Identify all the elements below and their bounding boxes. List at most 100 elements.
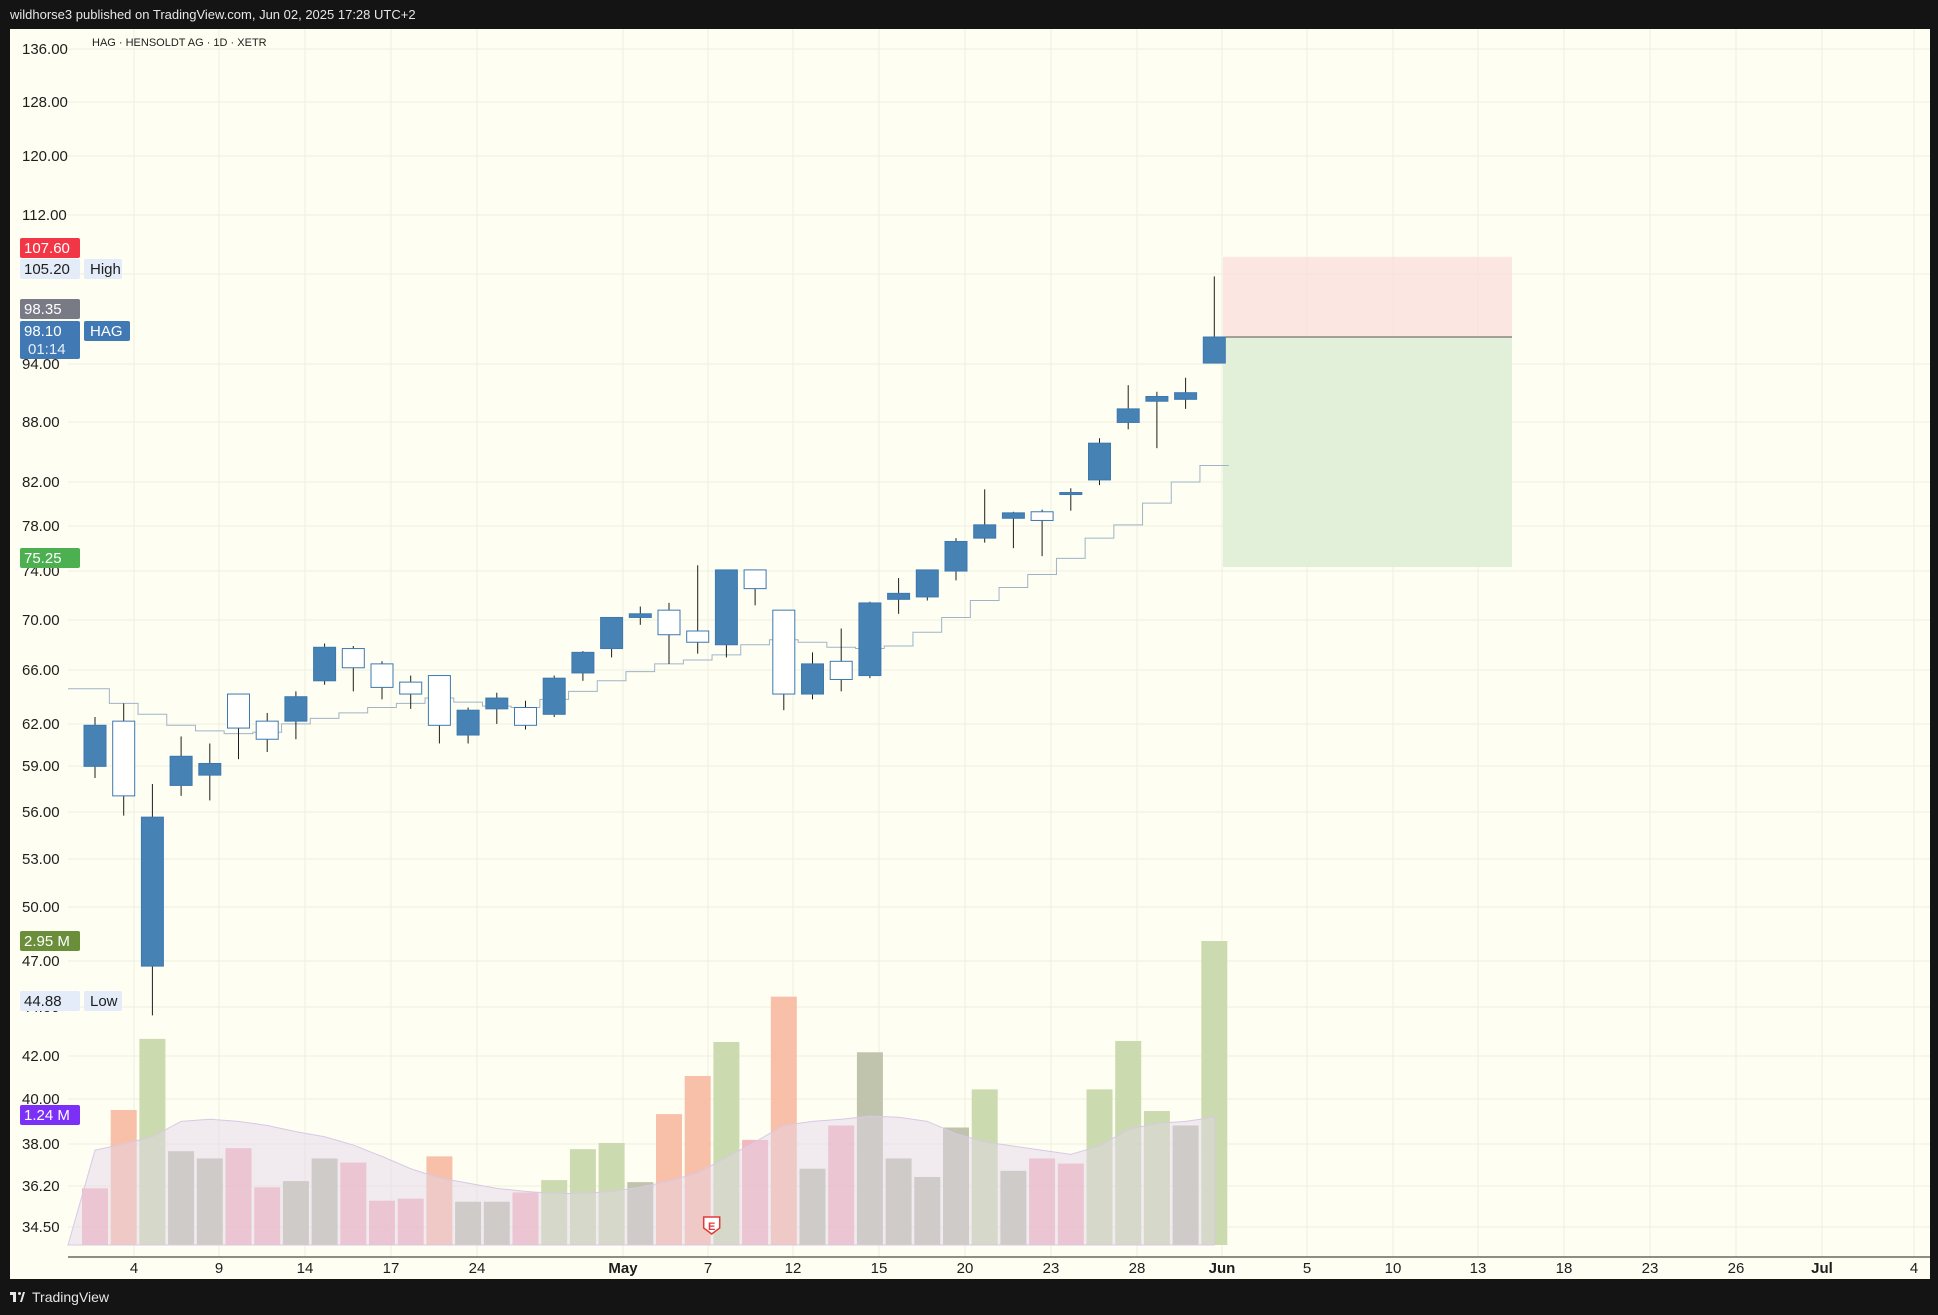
candle-body [887,592,911,600]
volume-ma-tag-text: 1.24 M [24,1107,70,1124]
volume-bar [426,1156,453,1245]
low-price-tag-bg [20,991,80,1011]
candle-body [485,697,509,710]
tradingview-icon [10,1292,26,1302]
volume-value-tag-text: 2.95 M [24,933,70,950]
prev-close-tag: 98.35 [20,299,80,319]
candle [427,675,451,744]
y-tick-label: 42.00 [22,1048,60,1065]
x-tick-label: 15 [871,1260,888,1277]
candle [571,651,595,681]
stop-loss-zone [1223,256,1512,338]
high-price-tag-bg [20,259,80,279]
candle-body [542,677,566,715]
x-tick-label: May [608,1260,638,1277]
volume-bar [1086,1089,1113,1245]
candle [657,602,681,664]
candle [1116,385,1140,430]
volume-bar [569,1149,596,1245]
candle-body [514,706,537,726]
y-tick-label: 88.00 [22,414,60,431]
volume-bar [656,1114,682,1245]
candle [1059,488,1083,511]
candle-body [772,609,796,695]
x-tick-label: 26 [1728,1260,1745,1277]
candle-body [1145,395,1169,402]
x-tick-label: 5 [1303,1260,1311,1277]
volume-bar [914,1176,941,1245]
candle [83,717,107,779]
price-chart[interactable]: 136.00128.00120.00112.00104.0094.0088.00… [10,29,1930,1279]
y-tick-label: 34.50 [22,1219,60,1236]
target-price-tag: 75.25 [20,548,80,568]
high-price-tag: 105.20 High [20,259,122,279]
candle-body [628,613,652,618]
y-tick-label: 56.00 [22,804,60,821]
candle [1030,509,1054,557]
volume-bar [1172,1125,1199,1245]
x-tick-label: 7 [704,1260,712,1277]
candle-body [1174,392,1198,400]
volume-bar [598,1142,625,1245]
low-price-tag-tag-text: Low [90,993,118,1010]
volume-bar [455,1201,482,1245]
y-tick-label: 53.00 [22,851,60,868]
volume-bar [541,1180,568,1245]
earnings-icon [702,1216,721,1235]
candle [370,661,394,700]
candle-body [571,651,595,674]
x-tick-label: 10 [1385,1260,1402,1277]
prev-close-tag-text: 98.35 [24,301,62,318]
volume-bar [1115,1040,1142,1245]
volume-bars [82,941,1228,1245]
candle [169,736,193,796]
volume-bar [971,1089,998,1245]
volume-bar [1057,1163,1084,1245]
x-tick-label: 23 [1642,1260,1659,1277]
volume-ma-area [67,1115,1215,1246]
chart-panel[interactable]: 136.00128.00120.00112.00104.0094.0088.00… [10,29,1930,1279]
candle-body [944,540,968,572]
price-axis: 136.00128.00120.00112.00104.0094.0088.00… [22,41,68,1236]
publisher-text: wildhorse3 published on TradingView.com,… [10,7,416,22]
last-price-bg [20,321,80,359]
candle-body [313,646,337,682]
candle [628,606,652,625]
candle-body [657,609,681,636]
high-price-tag-tag-bg [84,259,122,279]
footer-bar: TradingView [0,1279,1938,1315]
volume-bar [168,1151,195,1245]
candle-body [973,524,997,539]
candle [915,569,939,601]
candle [944,538,968,581]
stop-price-tag-bg [20,238,80,258]
candle-body [1116,408,1140,423]
last-price-text: 98.10 [24,323,62,340]
candle [112,703,136,816]
moving-average-line [68,464,1229,735]
candle-body [829,660,853,680]
candle [714,569,738,658]
volume-bar [627,1182,654,1245]
candle [801,652,824,700]
candle [1088,438,1111,486]
candle [542,675,566,718]
candle-body [427,675,451,726]
candle-body [140,816,164,967]
candle-body [255,720,279,740]
volume-value-tag: 2.95 M [20,931,80,951]
volume-bar [799,1168,826,1245]
x-tick-label: 28 [1129,1260,1146,1277]
candlesticks [83,276,1226,1016]
candle-body [743,569,767,590]
candle-body [1202,336,1226,364]
candle [198,743,222,801]
tradingview-logo[interactable]: TradingView [10,1289,109,1305]
candle-body [1001,512,1025,519]
candle [887,578,911,614]
candle-body [801,663,824,695]
volume-bar [254,1187,281,1245]
candle [140,783,164,1016]
